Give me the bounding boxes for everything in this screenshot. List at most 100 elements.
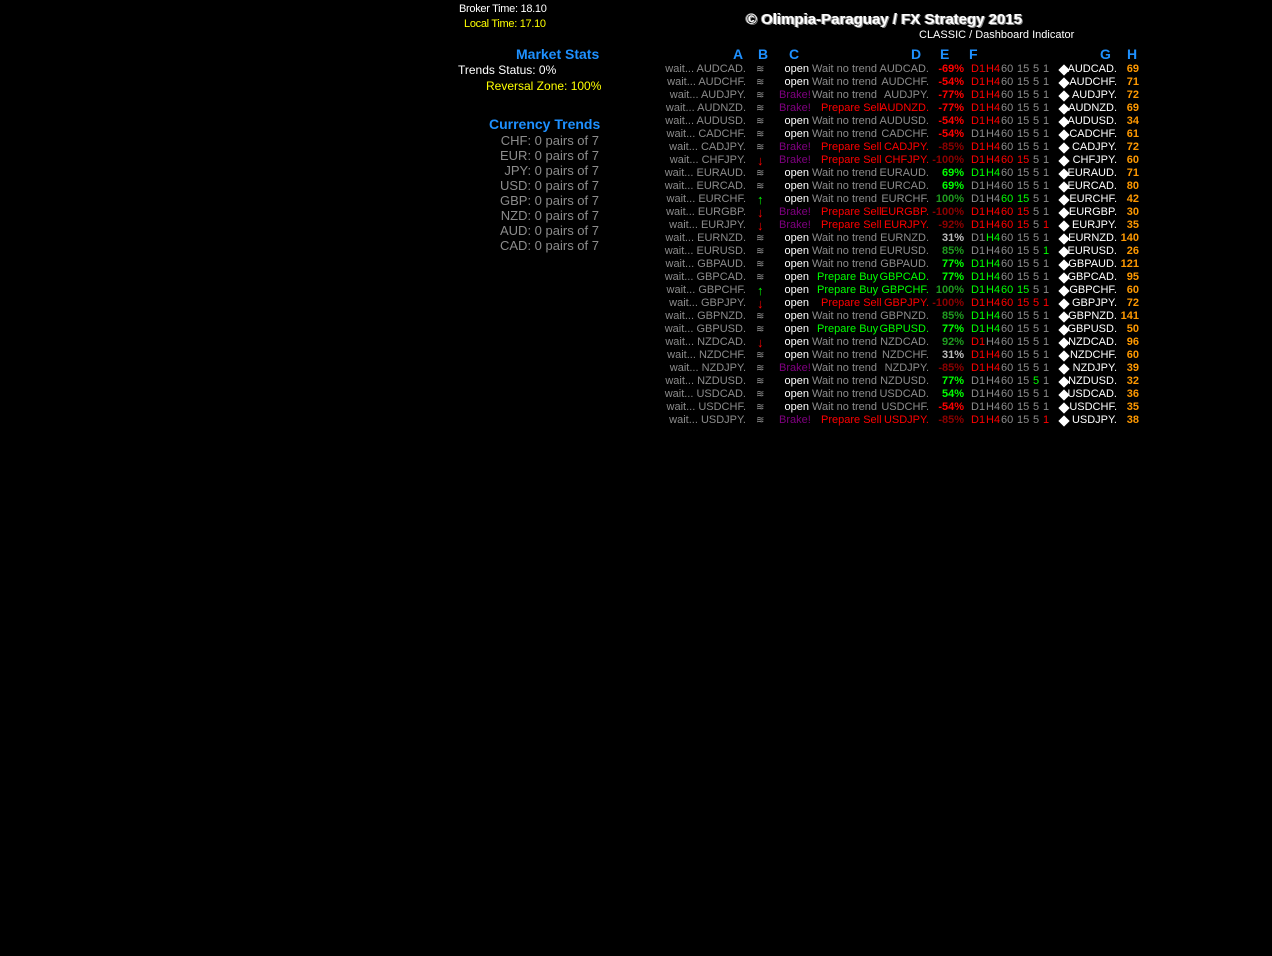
pair-row[interactable]: wait... EURAUD. ≋ open Wait no trend EURAUD.…: [0, 167, 1272, 180]
pair-row[interactable]: wait... CADJPY. ≋ Brake! Prepare Sell CADJPY…: [0, 141, 1272, 154]
strength-percent: 92%: [941, 336, 964, 348]
pair-row[interactable]: wait... AUDNZD. ≋ Brake! Prepare Sell AUDNZD…: [0, 102, 1272, 115]
timeframe-h4: H4: [986, 193, 1001, 205]
diamond-icon: [1058, 77, 1070, 89]
chart-link[interactable]: NZDCHF.: [1069, 349, 1117, 361]
pair-row[interactable]: wait... AUDJPY. ≋ Brake! Wait no trend AUDJP…: [0, 89, 1272, 102]
diamond-icon: [1058, 350, 1070, 362]
pair-wait-cell: wait... USDCAD.: [665, 388, 746, 401]
timeframe-d1: D1: [971, 141, 986, 153]
chart-link[interactable]: NZDJPY.: [1072, 362, 1117, 374]
timeframe-d1: D1: [971, 336, 986, 348]
timeframe-d1: D1: [971, 167, 986, 179]
pair-name: CHFJPY.: [701, 154, 746, 166]
currency-trend-item: AUD: 0 pairs of 7: [500, 223, 599, 238]
column-header-c: C: [789, 46, 800, 62]
pair-row[interactable]: wait... NZDCHF. ≋ open Wait no trend NZDCHF.…: [0, 349, 1272, 362]
trade-state: open: [784, 76, 809, 88]
timeframe-h4: H4: [986, 310, 1001, 322]
chart-link[interactable]: GBPJPY.: [1071, 297, 1117, 309]
chart-link[interactable]: USDCAD.: [1067, 388, 1117, 400]
timeframe-1: 1: [1043, 310, 1050, 322]
chart-link[interactable]: CADCHF.: [1069, 128, 1117, 140]
chart-link[interactable]: EURNZD.: [1068, 232, 1117, 244]
timeframe-5: 5: [1033, 63, 1040, 75]
pair-row[interactable]: wait... AUDCHF. ≋ open Wait no trend AUDCHF.…: [0, 76, 1272, 89]
chart-link[interactable]: GBPCHF.: [1069, 284, 1117, 296]
pair-row[interactable]: wait... EURNZD. ≋ open Wait no trend EURNZD.…: [0, 232, 1272, 245]
pair-row[interactable]: wait... GBPCHF. ↑ open Prepare Buy GBPCHF. 10…: [0, 284, 1272, 297]
trade-state: Brake!: [779, 89, 811, 101]
chart-link[interactable]: GBPNZD.: [1068, 310, 1117, 322]
chart-link[interactable]: EURGBP.: [1068, 206, 1117, 218]
pair-wait-cell: wait... USDJPY.: [669, 414, 746, 427]
pair-row[interactable]: wait... EURUSD. ≋ open Wait no trend EURUSD.…: [0, 245, 1272, 258]
chart-link[interactable]: USDJPY.: [1071, 414, 1117, 426]
chart-link[interactable]: EURCAD.: [1067, 180, 1117, 192]
pair-row[interactable]: wait... NZDUSD. ≋ open Wait no trend NZDUSD.…: [0, 375, 1272, 388]
chart-link[interactable]: EURAUD.: [1067, 167, 1117, 179]
strength-percent: 77%: [941, 271, 964, 283]
pair-row[interactable]: wait... CHFJPY. ↓ Brake! Prepare Sell CHFJPY…: [0, 154, 1272, 167]
pair-row[interactable]: wait... GBPAUD. ≋ open Wait no trend GBPAUD.…: [0, 258, 1272, 271]
score-value: 71: [1126, 76, 1139, 88]
timeframe-5: 5: [1033, 258, 1040, 270]
pair-row[interactable]: wait... EURCHF. ↑ open Wait no trend EURCHF.…: [0, 193, 1272, 206]
timeframe-5: 5: [1033, 154, 1040, 166]
trade-state: open: [784, 310, 809, 322]
currency-trend-item: EUR: 0 pairs of 7: [500, 148, 599, 163]
timeframe-15: 15: [1017, 102, 1030, 114]
pair-name: NZDCHF.: [698, 349, 746, 361]
pair-row[interactable]: wait... CADCHF. ≋ open Wait no trend CADCHF.…: [0, 128, 1272, 141]
wave-icon: ≋: [756, 103, 765, 114]
pair-row[interactable]: wait... GBPJPY. ↓ open Prepare Sell GBPJPY. -…: [0, 297, 1272, 310]
chart-link[interactable]: EURUSD.: [1067, 245, 1117, 257]
pair-row[interactable]: wait... NZDJPY. ≋ Brake! Wait no trend NZDJP…: [0, 362, 1272, 375]
chart-link[interactable]: GBPAUD.: [1068, 258, 1117, 270]
chart-link[interactable]: NZDUSD.: [1068, 375, 1117, 387]
score-value: 72: [1126, 141, 1139, 153]
pair-row[interactable]: wait... GBPNZD. ≋ open Wait no trend GBPNZD.…: [0, 310, 1272, 323]
timeframe-h4: H4: [986, 232, 1001, 244]
pair-wait-cell: wait... CADJPY.: [669, 141, 746, 154]
pair-row[interactable]: wait... NZDCAD. ↓ open Wait no trend NZDCAD.…: [0, 336, 1272, 349]
timeframe-5: 5: [1033, 128, 1040, 140]
pair-row[interactable]: wait... AUDUSD. ≋ open Wait no trend AUDUSD.…: [0, 115, 1272, 128]
pair-row[interactable]: wait... USDCHF. ≋ open Wait no trend USDCHF.…: [0, 401, 1272, 414]
pair-row[interactable]: wait... GBPUSD. ≋ open Prepare Buy GBPUSD. 77…: [0, 323, 1272, 336]
chart-link[interactable]: NZDCAD.: [1068, 336, 1117, 348]
chart-link[interactable]: AUDNZD.: [1068, 102, 1117, 114]
timeframe-5: 5: [1033, 310, 1040, 322]
pair-wait-cell: wait... AUDNZD.: [666, 102, 746, 115]
pair-row[interactable]: wait... USDJPY. ≋ Brake! Prepare Sell USDJPY…: [0, 414, 1272, 427]
chart-link[interactable]: AUDCAD.: [1067, 63, 1117, 75]
chart-link[interactable]: AUDJPY.: [1071, 89, 1117, 101]
chart-link[interactable]: USDCHF.: [1069, 401, 1117, 413]
timeframe-15: 15: [1017, 297, 1030, 309]
chart-link[interactable]: AUDUSD.: [1067, 115, 1117, 127]
strength-percent: 31%: [941, 349, 964, 361]
chart-link[interactable]: AUDCHF.: [1069, 76, 1117, 88]
pair-row[interactable]: wait... EURGBP. ↓ Brake! Prepare Sell EURGBP…: [0, 206, 1272, 219]
pair-row[interactable]: wait... EURCAD. ≋ open Wait no trend EURCAD.…: [0, 180, 1272, 193]
chart-link[interactable]: GBPUSD.: [1067, 323, 1117, 335]
signal-status: Prepare Sell: [821, 154, 882, 166]
pair-row[interactable]: wait... GBPCAD. ≋ open Prepare Buy GBPCAD. 77…: [0, 271, 1272, 284]
signal-pair: USDCHF.: [881, 401, 929, 413]
pair-wait-cell: wait... AUDUSD.: [665, 115, 746, 128]
wave-icon: ≋: [756, 311, 765, 322]
chart-link[interactable]: CADJPY.: [1071, 141, 1117, 153]
pair-row[interactable]: wait... EURJPY. ↓ Brake! Prepare Sell EURJPY…: [0, 219, 1272, 232]
chart-link[interactable]: GBPCAD.: [1067, 271, 1117, 283]
pair-wait-cell: wait... EURUSD.: [665, 245, 746, 258]
timeframe-d1: D1: [971, 297, 986, 309]
pair-row[interactable]: wait... USDCAD. ≋ open Wait no trend USDCAD.…: [0, 388, 1272, 401]
signal-pair: USDJPY.: [883, 414, 929, 426]
chart-link[interactable]: EURJPY.: [1071, 219, 1117, 231]
wait-label: wait...: [665, 336, 695, 348]
timeframe-5: 5: [1033, 414, 1040, 426]
chart-link[interactable]: EURCHF.: [1069, 193, 1117, 205]
chart-link[interactable]: CHFJPY.: [1072, 154, 1117, 166]
wait-label: wait...: [669, 219, 698, 231]
pair-row[interactable]: wait... AUDCAD. ≋ open Wait no trend AUDCAD.…: [0, 63, 1272, 76]
